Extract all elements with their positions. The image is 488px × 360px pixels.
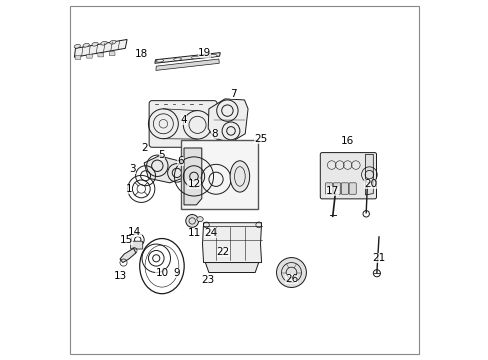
Text: 15: 15 [120,235,133,246]
Ellipse shape [209,55,217,57]
Text: 25: 25 [253,134,266,144]
Text: 6: 6 [177,157,183,166]
Ellipse shape [74,44,80,48]
Ellipse shape [191,56,199,59]
Text: 9: 9 [173,267,180,278]
Bar [181,140,257,209]
Polygon shape [120,248,136,262]
Text: 24: 24 [203,228,217,238]
Text: 10: 10 [155,268,168,278]
Ellipse shape [92,42,98,46]
FancyBboxPatch shape [98,53,103,57]
Text: 21: 21 [372,253,385,262]
Text: 18: 18 [134,49,148,59]
Text: 17: 17 [325,186,339,197]
FancyBboxPatch shape [320,153,376,199]
FancyBboxPatch shape [341,183,347,194]
Text: 14: 14 [128,226,141,237]
Ellipse shape [196,217,203,222]
Polygon shape [144,156,187,183]
Text: 11: 11 [188,228,201,238]
FancyBboxPatch shape [86,54,92,58]
Text: 26: 26 [285,274,298,284]
Ellipse shape [156,59,163,62]
Polygon shape [74,40,127,57]
Circle shape [276,257,306,288]
Polygon shape [155,53,220,63]
Text: 8: 8 [210,130,217,139]
Text: 4: 4 [181,114,187,125]
Text: 5: 5 [158,150,165,160]
Text: 7: 7 [229,89,236,99]
Text: 3: 3 [129,164,136,174]
Ellipse shape [83,43,89,47]
FancyBboxPatch shape [325,183,332,194]
FancyBboxPatch shape [130,241,142,249]
Text: 23: 23 [201,275,214,285]
Polygon shape [208,99,247,143]
Ellipse shape [230,161,249,192]
Ellipse shape [101,41,107,45]
Text: 19: 19 [198,48,211,58]
Text: 20: 20 [364,179,377,189]
Circle shape [185,215,198,227]
Polygon shape [205,262,258,273]
Text: 22: 22 [216,247,229,257]
FancyBboxPatch shape [348,183,355,194]
Polygon shape [156,59,219,71]
Polygon shape [202,223,261,262]
Ellipse shape [173,58,181,60]
FancyBboxPatch shape [333,183,340,194]
Ellipse shape [109,40,116,44]
Text: 1: 1 [125,184,132,194]
Text: 12: 12 [187,179,200,189]
Polygon shape [183,148,202,205]
Text: 16: 16 [340,136,354,146]
Text: 13: 13 [114,271,127,281]
FancyBboxPatch shape [149,101,217,147]
Text: 2: 2 [141,143,147,153]
Polygon shape [365,154,372,195]
FancyBboxPatch shape [75,55,81,59]
FancyBboxPatch shape [109,52,115,56]
